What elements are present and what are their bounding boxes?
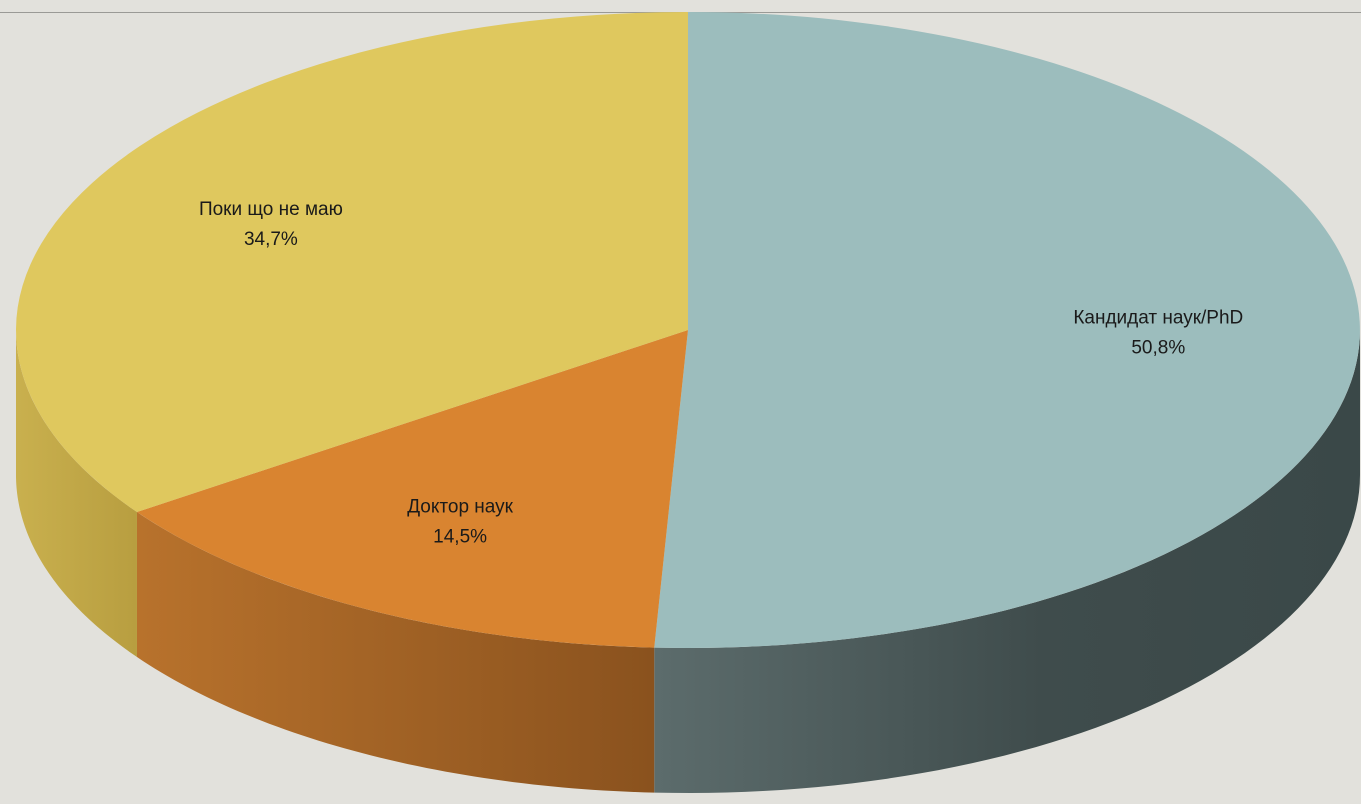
pie-side-phd — [654, 330, 1360, 793]
pie-labels: Кандидат наук/PhD 50,8% Доктор наук 14,5% По… — [199, 199, 1243, 548]
pie-label-doctor: Доктор наук 14,5% — [407, 497, 513, 548]
pie-label-category-doctor: Доктор наук — [407, 497, 513, 518]
pie-label-value-phd: 50,8% — [1131, 338, 1185, 359]
pie-slices — [16, 12, 1360, 649]
pie-label-category-none: Поки що не маю — [199, 199, 343, 220]
pie-side-none — [16, 330, 137, 658]
pie-slice-doctor — [136, 330, 689, 648]
pie-label-none: Поки що не маю 34,7% — [199, 199, 343, 250]
pie-label-phd: Кандидат наук/PhD 50,8% — [1073, 308, 1243, 359]
pie-label-value-none: 34,7% — [244, 229, 298, 250]
pie-label-category-phd: Кандидат наук/PhD — [1073, 308, 1243, 329]
pie-side-doctor — [136, 512, 655, 793]
pie-slice-none — [16, 12, 689, 513]
pie-label-value-doctor: 14,5% — [433, 527, 487, 548]
pie-slice-phd — [654, 12, 1360, 649]
pie-sides — [16, 330, 1360, 793]
